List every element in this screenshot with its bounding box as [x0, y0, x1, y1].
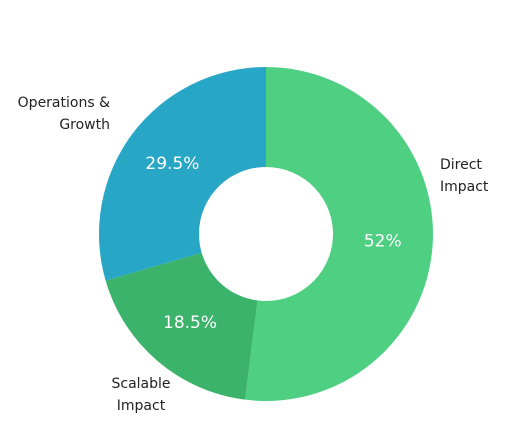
value-label: 18.5%: [163, 313, 217, 333]
value-label: 52%: [364, 231, 402, 251]
value-label: 29.5%: [145, 154, 199, 174]
slice: [105, 252, 258, 400]
category-label: Scalable Impact: [111, 376, 171, 414]
category-label: Operations & Growth: [17, 95, 110, 133]
slice: [98, 67, 266, 281]
category-label: Direct Impact: [440, 157, 489, 195]
slice: [245, 67, 433, 401]
